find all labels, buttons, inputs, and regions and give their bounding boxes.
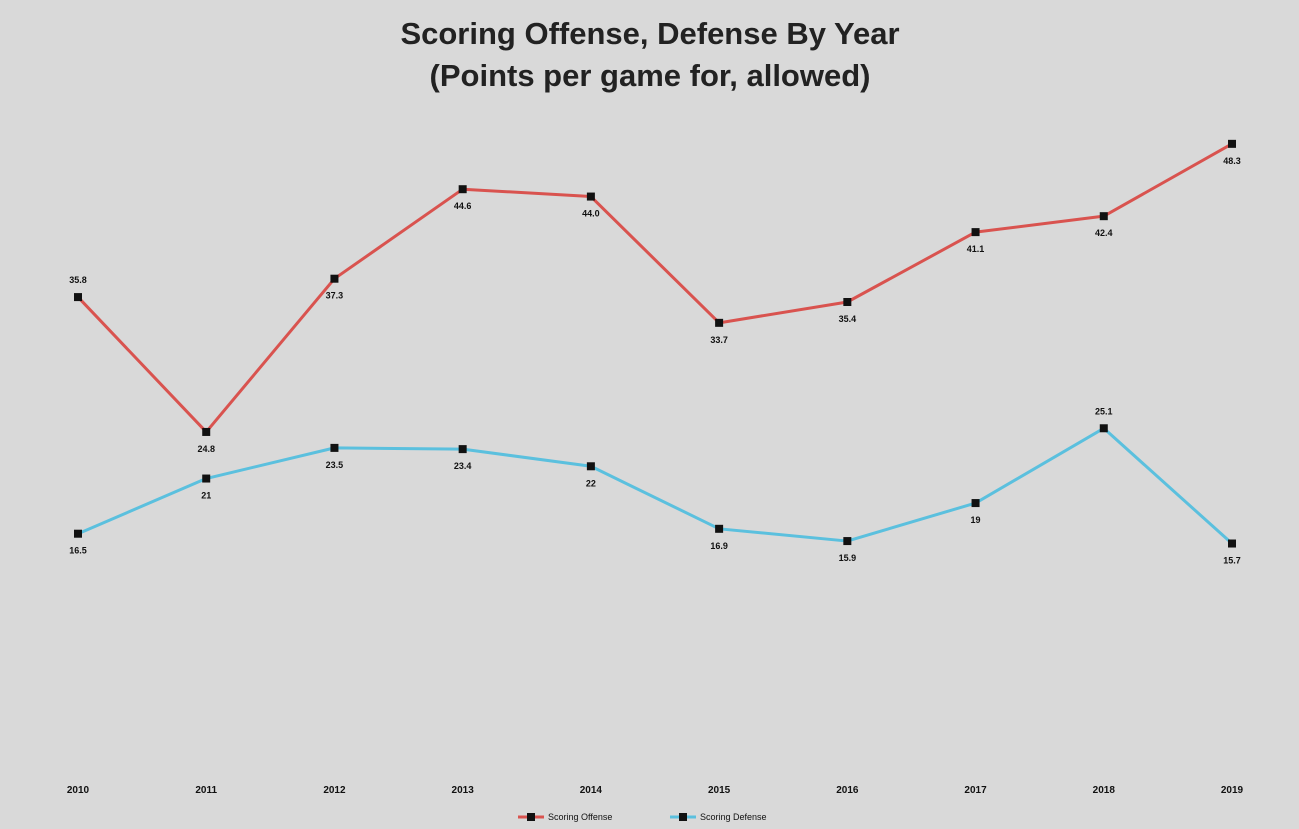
scoring-defense-point-2018 — [1099, 424, 1108, 433]
scoring-offense-point-2016 — [843, 297, 852, 306]
x-tick-2019: 2019 — [1221, 785, 1244, 796]
scoring-defense-point-2017 — [971, 499, 980, 508]
scoring-defense-point-2016 — [843, 537, 852, 546]
scoring-offense-point-2011 — [202, 427, 211, 436]
legend-marker-scoring-offense — [527, 813, 535, 821]
scoring-defense-label-2019: 15.7 — [1223, 556, 1241, 566]
chart-title: Scoring Offense, Defense By Year — [400, 16, 899, 51]
chart-subtitle: (Points per game for, allowed) — [430, 58, 871, 93]
scoring-offense-label-2010: 35.8 — [69, 275, 87, 285]
scoring-defense-label-2014: 22 — [586, 478, 596, 488]
scoring-defense-point-2013 — [458, 445, 467, 454]
x-tick-2012: 2012 — [323, 785, 346, 796]
scoring-defense-label-2012: 23.5 — [326, 460, 344, 470]
scoring-offense-point-2017 — [971, 228, 980, 237]
x-tick-2014: 2014 — [580, 785, 603, 796]
scoring-offense-label-2018: 42.4 — [1095, 228, 1113, 238]
scoring-offense-series: 35.8 24.8 37.3 44.6 44.0 33.7 35.4 41.1 42.4 48.3 — [69, 139, 1241, 454]
scoring-offense-point-2010 — [74, 293, 82, 302]
x-tick-2016: 2016 — [836, 785, 859, 796]
scoring-defense-series: 16.5 21 23.5 23.4 22 16.9 15.9 19 25.1 15.7 — [69, 406, 1241, 565]
legend-label-scoring-offense: Scoring Offense — [548, 812, 612, 822]
scoring-defense-label-2015: 16.9 — [710, 541, 728, 551]
scoring-offense-label-2013: 44.6 — [454, 201, 472, 211]
x-tick-2010: 2010 — [67, 785, 90, 796]
x-tick-2018: 2018 — [1093, 785, 1116, 796]
scoring-defense-point-2011 — [202, 474, 211, 483]
scoring-defense-line — [77, 426, 1234, 545]
scoring-offense-label-2016: 35.4 — [839, 314, 857, 324]
scoring-defense-point-2019 — [1228, 539, 1236, 548]
legend-item-scoring-defense: Scoring Defense — [670, 812, 767, 822]
scoring-offense-label-2017: 41.1 — [967, 244, 985, 254]
scoring-defense-label-2010: 16.5 — [69, 546, 87, 556]
x-axis: 2010 2011 2012 2013 2014 2015 2016 2017 2018 2019 — [67, 785, 1244, 796]
scoring-defense-label-2018: 25.1 — [1095, 406, 1113, 416]
scoring-offense-line — [76, 142, 1233, 434]
scoring-offense-point-2019 — [1228, 139, 1236, 148]
scoring-offense-label-2012: 37.3 — [326, 291, 344, 301]
scoring-defense-label-2017: 19 — [971, 515, 981, 525]
scoring-defense-label-2016: 15.9 — [839, 553, 857, 563]
scoring-defense-point-2014 — [586, 462, 595, 471]
scoring-defense-point-2015 — [715, 524, 724, 533]
legend: Scoring Offense Scoring Defense — [518, 812, 767, 822]
x-tick-2015: 2015 — [708, 785, 731, 796]
scoring-offense-point-2012 — [330, 274, 339, 283]
scoring-defense-label-2011: 21 — [201, 491, 211, 501]
scoring-offense-label-2011: 24.8 — [197, 444, 215, 454]
scoring-offense-point-2018 — [1099, 212, 1108, 221]
scoring-offense-point-2015 — [715, 318, 724, 327]
legend-marker-scoring-defense — [679, 813, 687, 821]
scoring-offense-point-2014 — [586, 192, 595, 201]
scoring-defense-point-2010 — [74, 529, 82, 538]
scoring-offense-label-2019: 48.3 — [1223, 156, 1241, 166]
x-tick-2011: 2011 — [195, 785, 217, 796]
legend-item-scoring-offense: Scoring Offense — [518, 812, 612, 822]
x-tick-2013: 2013 — [452, 785, 475, 796]
scoring-offense-label-2014: 44.0 — [582, 209, 600, 219]
scoring-defense-point-2012 — [330, 443, 339, 452]
scoring-offense-label-2015: 33.7 — [710, 335, 728, 345]
scoring-offense-point-2013 — [458, 185, 467, 194]
legend-label-scoring-defense: Scoring Defense — [700, 812, 767, 822]
series-layer: 35.8 24.8 37.3 44.6 44.0 33.7 35.4 41.1 42.4 48.3… — [69, 139, 1241, 566]
scoring-defense-label-2013: 23.4 — [454, 461, 472, 471]
x-tick-2017: 2017 — [964, 785, 987, 796]
